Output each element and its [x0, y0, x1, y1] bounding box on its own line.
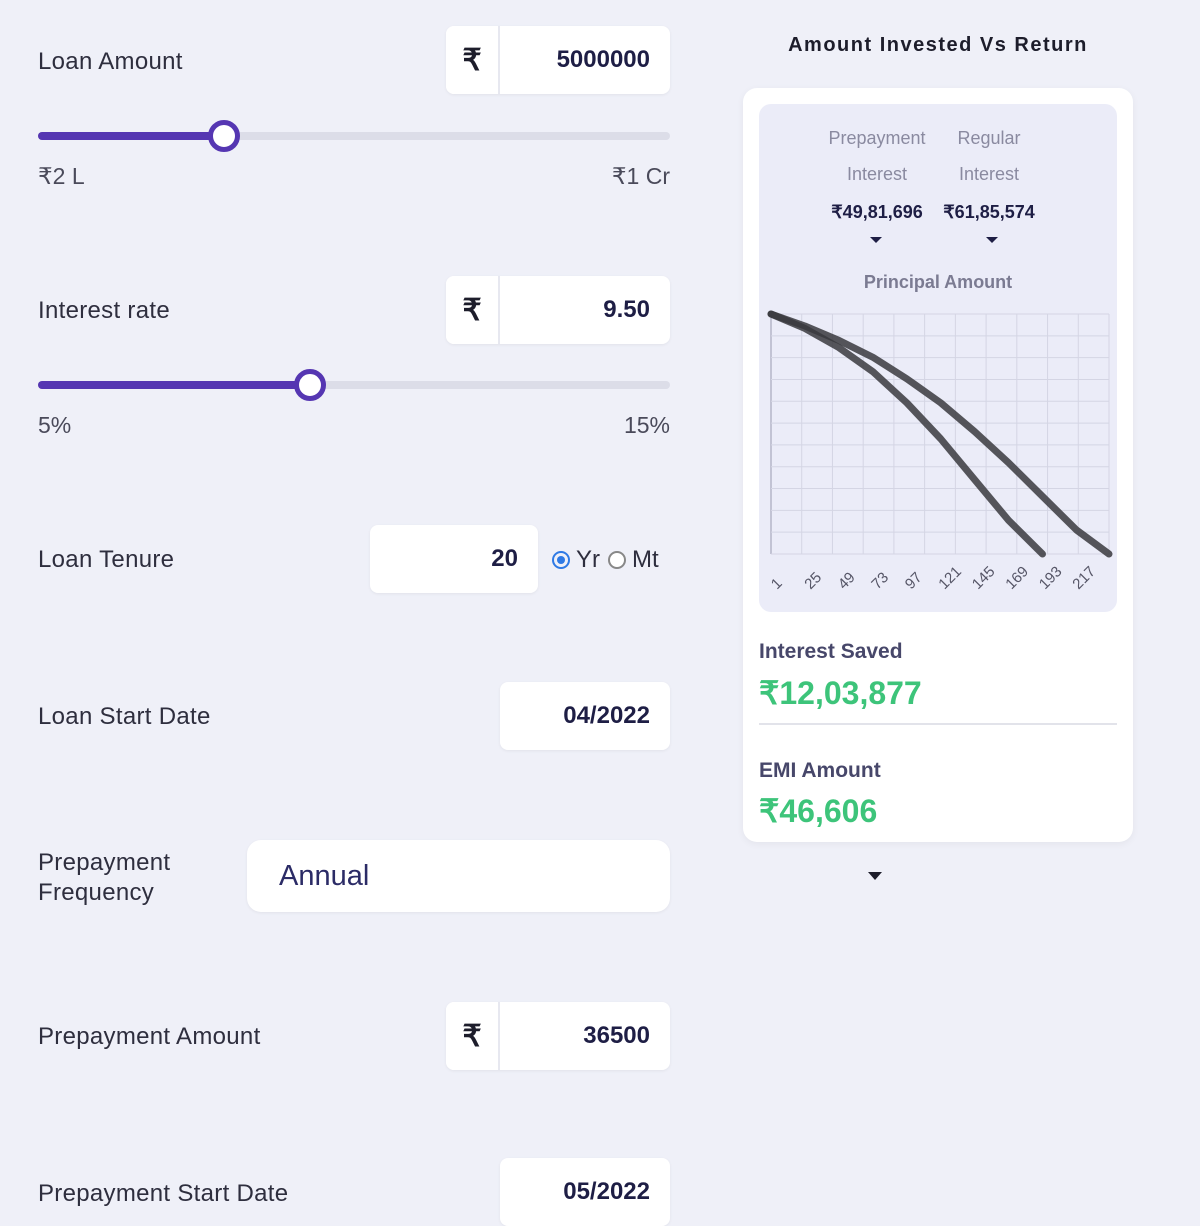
loan-start-date-label: Loan Start Date [38, 703, 211, 730]
regular-interest-label-1: Regular [957, 128, 1021, 148]
tenure-month-radio[interactable] [608, 551, 626, 569]
prepayment-start-date-field[interactable]: 05/2022 [500, 1158, 670, 1226]
tenure-year-label: Yr [576, 546, 600, 573]
loan-amount-field[interactable]: ₹ 5000000 [446, 26, 670, 94]
results-title: Amount Invested Vs Return [788, 34, 1088, 56]
principal-chart: 1 25 49 73 97 121 145 169 193 217 [767, 310, 1113, 593]
prepayment-interest-value: ₹49,81,696 [831, 202, 923, 222]
rupee-icon: ₹ [446, 276, 500, 344]
divider [759, 723, 1117, 725]
chart-card: Prepayment Interest ₹49,81,696 Regular I… [759, 104, 1117, 612]
loan-tenure-field[interactable]: 20 [370, 525, 538, 593]
prepayment-start-date-label: Prepayment Start Date [38, 1180, 289, 1207]
x-tick-label: 193 [1036, 563, 1066, 593]
tenure-month-label: Mt [632, 546, 659, 573]
x-tick-label: 97 [902, 569, 926, 593]
regular-interest-value: ₹61,85,574 [943, 202, 1035, 222]
loan-amount-slider-thumb[interactable] [208, 120, 241, 152]
emi-amount-label: EMI Amount [759, 759, 881, 782]
loan-amount-slider[interactable] [38, 120, 670, 152]
prepayment-frequency-label-line2: Frequency [38, 879, 155, 906]
prepayment-interest-label-2: Interest [846, 164, 908, 184]
interest-rate-slider-thumb[interactable] [293, 369, 326, 401]
prepayment-interest-label-1: Prepayment [828, 128, 926, 148]
rupee-icon: ₹ [446, 1002, 500, 1070]
interest-rate-field[interactable]: ₹ 9.50 [446, 276, 670, 344]
interest-rate-label: Interest rate [38, 297, 170, 324]
results-panel: Prepayment Interest ₹49,81,696 Regular I… [743, 88, 1133, 842]
loan-amount-input[interactable]: 5000000 [556, 46, 650, 73]
x-tick-label: 169 [1002, 563, 1032, 593]
tenure-year-radio[interactable] [552, 551, 570, 569]
prepayment-amount-field[interactable]: ₹ 36500 [446, 1002, 670, 1070]
prepayment-frequency-value: Annual [279, 860, 370, 892]
interest-rate-slider-fill [38, 381, 310, 389]
caret-down-icon [870, 237, 882, 243]
emi-amount-value: ₹46,606 [759, 793, 878, 829]
loan-tenure-input[interactable]: 20 [491, 545, 518, 572]
regular-interest-label-2: Interest [958, 164, 1020, 184]
interest-saved-label: Interest Saved [759, 640, 903, 663]
loan-amount-max-label: ₹1 Cr [611, 163, 670, 189]
rupee-icon: ₹ [446, 26, 500, 94]
loan-amount-min-label: ₹2 L [38, 163, 85, 189]
caret-down-icon [986, 237, 998, 243]
chevron-down-icon [868, 872, 882, 880]
loan-amount-slider-fill [38, 132, 225, 140]
x-tick-label: 217 [1069, 563, 1099, 593]
loan-amount-label: Loan Amount [38, 48, 183, 75]
interest-rate-input[interactable]: 9.50 [603, 296, 650, 323]
interest-rate-slider[interactable] [38, 369, 670, 401]
interest-saved-value: ₹12,03,877 [759, 675, 922, 711]
tenure-unit-group: Yr Mt [552, 546, 659, 574]
prepayment-frequency-label-line1: Prepayment [38, 849, 171, 876]
x-tick-label: 145 [969, 563, 999, 593]
loan-start-date-input[interactable]: 04/2022 [563, 702, 650, 729]
prepayment-frequency-select[interactable]: Annual [247, 840, 882, 912]
prepayment-frequency-label: Prepayment Frequency [38, 848, 170, 908]
prepayment-start-date-input[interactable]: 05/2022 [563, 1178, 650, 1205]
chart-title: Principal Amount [863, 272, 1013, 292]
x-tick-label: 25 [801, 569, 825, 593]
x-tick-label: 73 [868, 569, 892, 593]
loan-tenure-label: Loan Tenure [38, 546, 175, 573]
prepayment-amount-label: Prepayment Amount [38, 1023, 261, 1050]
interest-rate-min-label: 5% [38, 412, 72, 438]
interest-rate-max-label: 15% [623, 412, 670, 438]
x-tick-label: 49 [835, 569, 859, 593]
principal-series-line-1 [767, 310, 1046, 558]
loan-start-date-field[interactable]: 04/2022 [500, 682, 670, 750]
x-tick-label: 1 [768, 575, 786, 593]
prepayment-amount-input[interactable]: 36500 [583, 1022, 650, 1049]
x-tick-label: 121 [935, 563, 965, 593]
principal-series-line-2 [767, 310, 1113, 558]
